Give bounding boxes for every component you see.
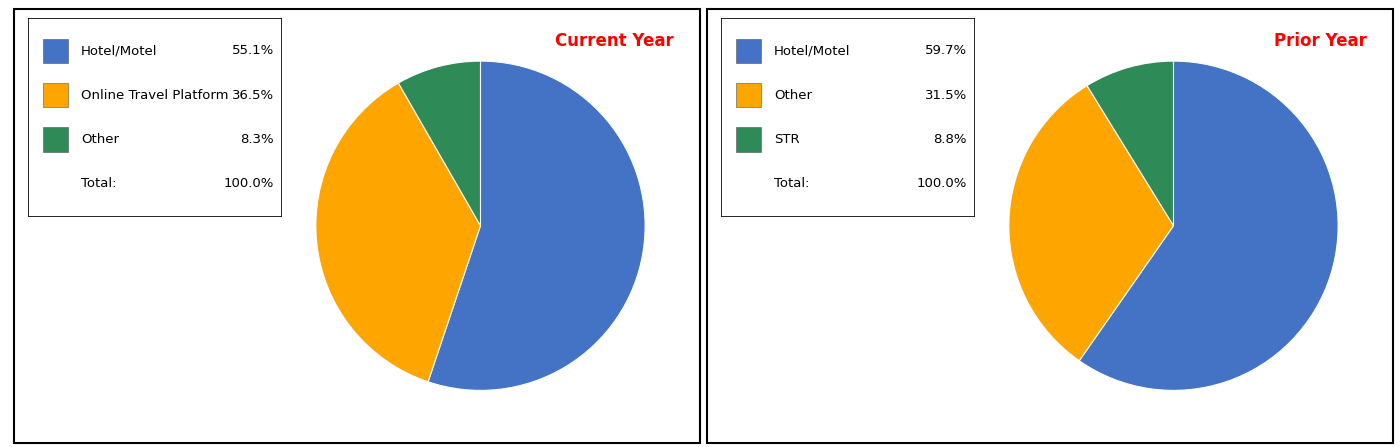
Bar [736,38,762,63]
Text: Current Year: Current Year [556,32,673,50]
Text: Total:: Total: [774,177,809,190]
Text: Other: Other [774,89,812,101]
Text: Total:: Total: [81,177,116,190]
Bar [43,38,69,63]
Wedge shape [1009,86,1173,361]
Text: 100.0%: 100.0% [917,177,967,190]
Text: 31.5%: 31.5% [924,89,967,101]
Text: Other: Other [81,133,119,146]
Wedge shape [1079,61,1338,390]
Bar [736,83,762,107]
Text: 8.8%: 8.8% [934,133,967,146]
Text: 36.5%: 36.5% [232,89,274,101]
Text: 8.3%: 8.3% [241,133,274,146]
FancyBboxPatch shape [28,17,281,217]
Text: Hotel/Motel: Hotel/Motel [774,44,851,57]
Text: Prior Year: Prior Year [1274,32,1366,50]
FancyBboxPatch shape [721,17,974,217]
Bar [43,83,69,107]
Text: STR: STR [774,133,799,146]
Text: 100.0%: 100.0% [224,177,274,190]
Text: 59.7%: 59.7% [925,44,967,57]
Text: 55.1%: 55.1% [231,44,274,57]
Bar [736,127,762,152]
Wedge shape [399,61,480,226]
Bar [43,127,69,152]
Wedge shape [428,61,645,390]
Wedge shape [1086,61,1173,226]
Text: Online Travel Platform: Online Travel Platform [81,89,228,101]
Text: Hotel/Motel: Hotel/Motel [81,44,158,57]
Wedge shape [316,83,480,382]
